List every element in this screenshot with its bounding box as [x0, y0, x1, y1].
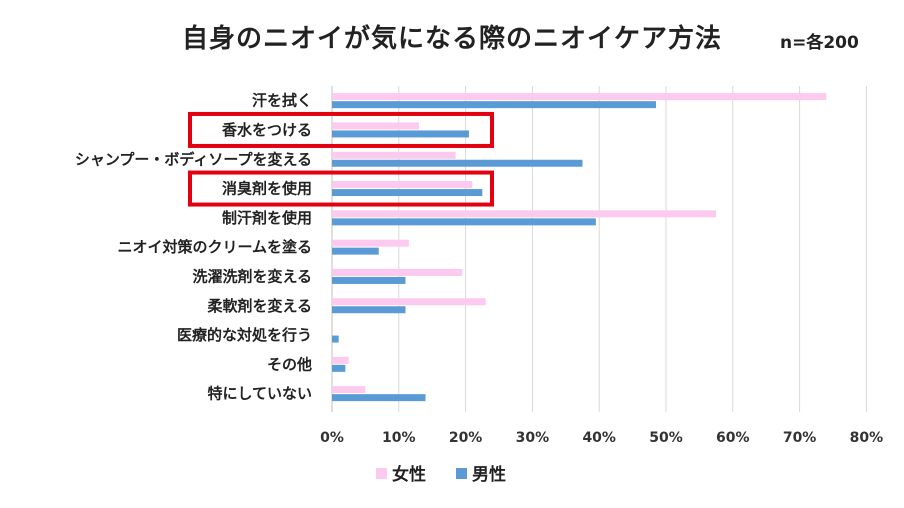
x-axis-ticks: 0% 10% 20% 30% 40% 50% 60% 70% 80%	[320, 430, 883, 446]
category-label: その他	[267, 355, 312, 373]
chart-title: 自身のニオイが気になる際のニオイケア方法	[181, 24, 722, 54]
category-label: ニオイ対策のクリームを塗る	[117, 238, 312, 256]
legend: 女性 男性	[376, 464, 506, 485]
x-tick-label: 70%	[783, 430, 817, 446]
bar-male	[332, 218, 596, 226]
bar-male	[332, 335, 339, 343]
category-label: シャンプー・ボディソープを変える	[75, 150, 312, 168]
bar-male	[332, 276, 406, 284]
x-tick-label: 10%	[382, 430, 416, 446]
bar-female	[332, 122, 419, 130]
bar-female	[332, 386, 366, 394]
category-label: 制汗剤を使用	[222, 209, 312, 227]
legend-swatch-male	[456, 468, 467, 479]
category-label: 香水をつける	[222, 121, 312, 139]
bar-female	[332, 356, 349, 364]
bar-female	[332, 210, 717, 218]
bar-female	[332, 268, 463, 276]
bar-female	[332, 181, 473, 189]
bar-female	[332, 298, 486, 306]
x-tick-label: 20%	[449, 430, 483, 446]
bar-male	[332, 189, 483, 197]
x-tick-label: 30%	[516, 430, 550, 446]
category-labels: 汗を拭く香水をつけるシャンプー・ボディソープを変える消臭剤を使用制汗剤を使用ニオ…	[75, 92, 312, 403]
x-tick-label: 0%	[320, 430, 344, 446]
bars	[332, 93, 827, 402]
category-label: 柔軟剤を変える	[207, 297, 312, 315]
legend-label-male: 男性	[472, 464, 506, 485]
highlight-box	[188, 170, 494, 207]
bar-female	[332, 93, 827, 101]
bar-male	[332, 159, 583, 167]
x-tick-label: 50%	[649, 430, 683, 446]
category-label: 消臭剤を使用	[222, 180, 312, 198]
legend-label-female: 女性	[392, 464, 426, 485]
bar-male	[332, 247, 379, 255]
highlight-boxes	[188, 111, 494, 207]
bar-male	[332, 101, 656, 109]
category-label: 洗濯洗剤を変える	[192, 267, 312, 285]
bar-male	[332, 394, 426, 402]
bar-female	[332, 151, 456, 159]
category-label: 特にしていない	[207, 385, 312, 403]
highlight-box	[188, 111, 494, 148]
category-label: 医療的な対処を行う	[177, 326, 312, 344]
legend-swatch-female	[376, 468, 387, 479]
x-tick-label: 80%	[850, 430, 884, 446]
sample-size-note: n=各200	[780, 33, 859, 53]
bar-male	[332, 306, 406, 314]
category-label: 汗を拭く	[252, 92, 312, 110]
x-tick-label: 60%	[716, 430, 750, 446]
bar-female	[332, 239, 409, 247]
bar-male	[332, 130, 469, 138]
x-tick-label: 40%	[582, 430, 616, 446]
bar-male	[332, 364, 346, 372]
